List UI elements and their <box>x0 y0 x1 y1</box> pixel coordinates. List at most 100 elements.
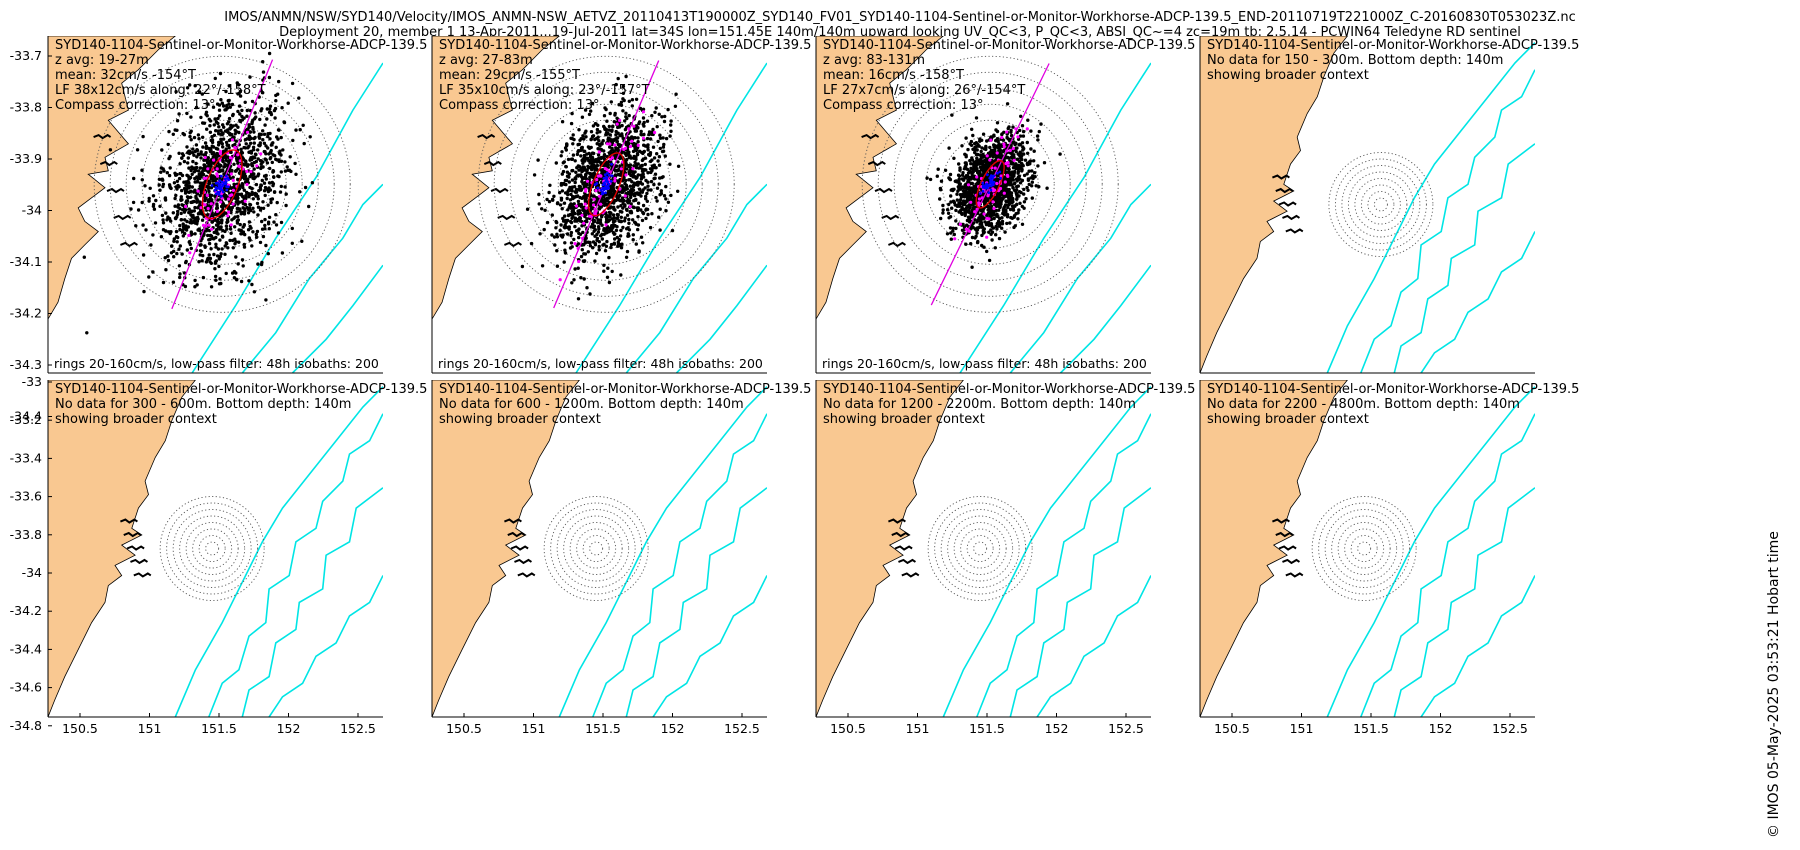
scatter-point <box>981 152 985 157</box>
scatter-point <box>269 155 273 160</box>
scatter-point <box>648 167 653 171</box>
scatter-point <box>563 251 568 255</box>
scatter-point <box>649 170 653 175</box>
scatter-point <box>284 192 288 196</box>
scatter-point <box>1022 187 1026 192</box>
scatter-point <box>214 212 218 217</box>
scatter-point <box>596 135 600 139</box>
scatter-point <box>239 212 243 216</box>
speed-ring <box>172 509 252 588</box>
scatter-point <box>191 147 195 151</box>
scatter-point <box>277 79 281 84</box>
mean-point <box>989 188 993 192</box>
scatter-point <box>1005 221 1009 226</box>
scatter-point <box>602 242 606 246</box>
scatter-point <box>168 186 173 190</box>
lowpass-ellipse <box>201 149 243 220</box>
mean-point <box>596 186 600 190</box>
scatter-point <box>560 234 564 238</box>
lowpass-point <box>233 145 237 150</box>
scatter-point <box>964 136 968 140</box>
scatter-point <box>273 154 277 158</box>
scatter-point <box>154 198 158 203</box>
x-tick-label: 151.5 <box>1353 721 1389 736</box>
scatter-point <box>569 204 573 209</box>
scatter-point <box>1031 174 1035 178</box>
lowpass-point <box>212 158 216 162</box>
scatter-point <box>226 99 230 103</box>
panel-content: rings 20-160cm/s, low-pass filter: 48h i… <box>48 36 383 373</box>
lowpass-point <box>596 174 601 178</box>
scatter-point <box>207 170 211 174</box>
scatter-point <box>587 186 591 190</box>
scatter-point <box>177 112 181 116</box>
scatter-point <box>170 244 174 248</box>
lowpass-point <box>1006 174 1010 178</box>
speed-ring <box>576 528 617 569</box>
scatter-point <box>234 139 238 143</box>
scatter-point <box>266 252 270 256</box>
scatter-point <box>596 221 600 225</box>
mean-point <box>610 162 613 166</box>
scatter-point <box>985 163 990 168</box>
scatter-point <box>194 143 199 147</box>
scatter-point <box>566 192 570 197</box>
scatter-point <box>192 216 196 220</box>
mean-point <box>217 193 221 196</box>
scatter-point <box>173 128 177 132</box>
scatter-point <box>925 176 929 180</box>
scatter-point <box>187 181 191 185</box>
scatter-point <box>643 186 647 190</box>
speed-ring <box>563 515 630 582</box>
scatter-point <box>252 210 256 214</box>
mean-point <box>987 191 991 195</box>
mean-point <box>605 175 609 179</box>
scatter-point <box>999 152 1003 157</box>
scatter-point <box>605 119 609 123</box>
along-axis-line <box>553 60 660 309</box>
scatter-point <box>648 137 653 141</box>
scatter-point <box>590 232 594 236</box>
estuary-mark <box>1285 228 1304 234</box>
scatter-point <box>641 203 646 208</box>
scatter-point <box>969 162 973 166</box>
scatter-point <box>196 228 200 232</box>
scatter-point <box>189 246 193 251</box>
scatter-point <box>573 216 578 220</box>
scatter-point <box>597 207 601 211</box>
scatter-point <box>269 197 273 202</box>
scatter-point <box>573 190 578 194</box>
scatter-point <box>968 158 972 163</box>
scatter-point <box>655 186 660 190</box>
scatter-point <box>948 226 953 230</box>
scatter-point <box>238 112 242 116</box>
panel-info-line: Compass correction: 13° <box>55 98 215 113</box>
scatter-point <box>653 176 657 180</box>
speed-ring <box>1354 178 1408 231</box>
scatter-point <box>1018 150 1022 154</box>
scatter-point <box>1011 166 1016 170</box>
scatter-point <box>645 191 649 196</box>
scatter-point <box>272 175 276 179</box>
scatter-point <box>952 187 956 191</box>
scatter-point <box>221 228 225 233</box>
scatter-point <box>214 223 219 227</box>
isobath-line <box>1393 487 1535 717</box>
scatter-point <box>229 210 233 215</box>
scatter-point <box>256 148 260 152</box>
panel-info-line: No data for 600 - 1200m. Bottom depth: 1… <box>439 397 744 412</box>
scatter-point <box>215 254 220 258</box>
scatter-point <box>982 230 986 234</box>
panel-title: SYD140-1104-Sentinel-or-Monitor-Workhors… <box>1207 382 1579 397</box>
lowpass-point <box>619 167 624 171</box>
scatter-point <box>978 218 982 223</box>
estuary-mark <box>507 531 526 538</box>
scatter-point <box>646 180 650 184</box>
scatter-point <box>674 92 678 96</box>
scatter-point <box>945 208 950 212</box>
mean-point <box>978 192 982 195</box>
scatter-point <box>607 255 611 260</box>
isobath-line <box>1360 413 1535 717</box>
scatter-point <box>589 109 593 113</box>
scatter-point <box>240 108 244 113</box>
